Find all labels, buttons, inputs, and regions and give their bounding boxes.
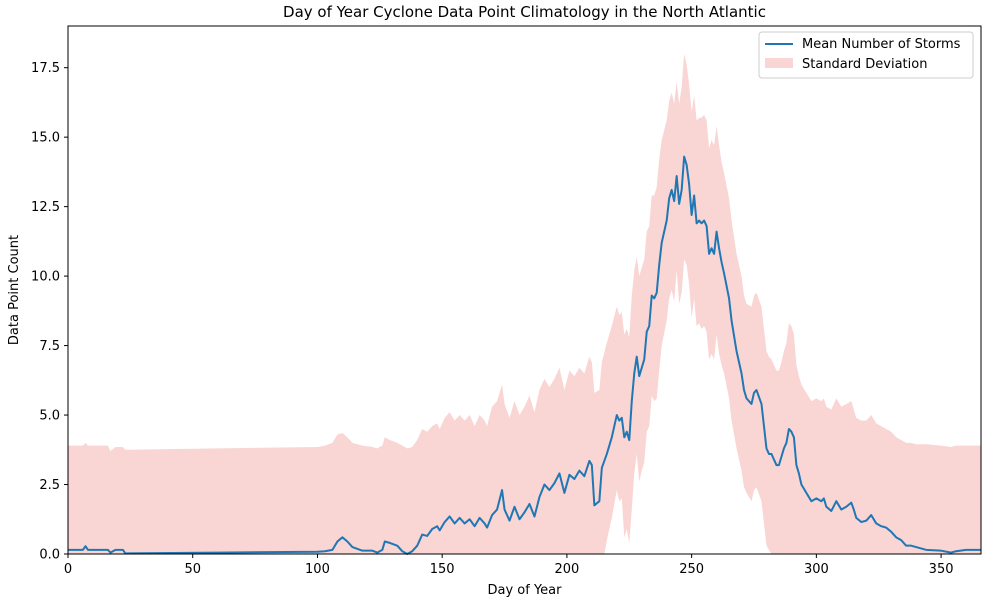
x-tick-label: 100 (305, 562, 330, 577)
chart-title: Day of Year Cyclone Data Point Climatolo… (283, 3, 766, 21)
y-tick-label: 5.0 (39, 409, 60, 424)
plot-area (67, 25, 982, 555)
x-axis: 0 50 100 150 200 250 300 350 (64, 554, 954, 577)
legend-std-swatch (765, 58, 793, 68)
y-tick-label: 2.5 (39, 478, 60, 493)
plot-frame (67, 25, 982, 555)
legend: Mean Number of Storms Standard Deviation (758, 31, 974, 79)
y-tick-label: 12.5 (31, 200, 60, 215)
legend-std-label: Standard Deviation (802, 57, 927, 72)
x-tick-label: 50 (184, 562, 201, 577)
x-axis-label: Day of Year (488, 583, 563, 598)
y-axis-label: Data Point Count (7, 235, 22, 345)
x-tick-label: 350 (929, 562, 954, 577)
y-tick-label: 15.0 (31, 131, 60, 146)
mean-storms-line (68, 155, 981, 555)
x-tick-label: 250 (679, 562, 704, 577)
y-axis: 0.0 2.5 5.0 7.5 10.0 12.5 15.0 17.5 (31, 61, 68, 563)
legend-box (758, 31, 974, 79)
y-tick-label: 0.0 (39, 548, 60, 563)
x-tick-label: 300 (804, 562, 829, 577)
x-tick-label: 0 (64, 562, 72, 577)
legend-mean-label: Mean Number of Storms (802, 37, 961, 52)
y-tick-label: 10.0 (31, 270, 60, 285)
y-tick-label: 7.5 (39, 339, 60, 354)
y-tick-label: 17.5 (31, 61, 60, 76)
x-tick-label: 200 (554, 562, 579, 577)
x-tick-label: 150 (430, 562, 455, 577)
standard-deviation-band (68, 53, 981, 554)
